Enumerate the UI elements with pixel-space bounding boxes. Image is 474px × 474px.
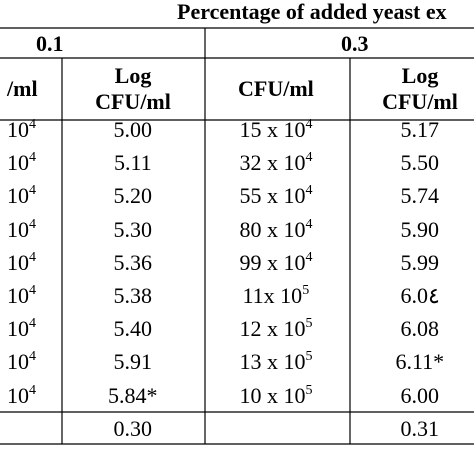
value-cell: 5.84* [108, 382, 158, 408]
cfu-base: 12 x 10 [239, 316, 306, 342]
cfu-base: 10 [7, 216, 29, 242]
cfu-base: 10 [7, 183, 29, 209]
value-cell: 5.99 [400, 249, 440, 275]
cfu-exponent: 5 [305, 382, 313, 398]
cfu-exponent: 4 [305, 216, 313, 232]
cfu-cell: 13 x 105 [240, 349, 313, 375]
value-cell: 5.00 [113, 117, 153, 142]
value-cell: 5.30 [113, 216, 153, 242]
cfu-exponent: 4 [305, 183, 313, 199]
cfu-base: 15 x 10 [239, 117, 306, 142]
value-cell: 5.38 [113, 283, 153, 308]
cfu-base: 10 [7, 382, 29, 408]
cfu-exponent: 4 [305, 249, 313, 265]
cfu-base: 10 [7, 117, 29, 142]
cfu-cell: 55 x 104 [240, 183, 313, 209]
cfu-exponent: 4 [29, 283, 36, 298]
cfu-exponent: 4 [305, 150, 313, 166]
cfu-base: 10 [7, 349, 29, 375]
value-cell: 5.11 [114, 150, 152, 176]
value-cell: 6.00 [400, 382, 440, 408]
column-header: Log CFU/ml [95, 63, 171, 114]
cfu-exponent: 4 [29, 216, 36, 232]
cfu-cell: 11x 105 [243, 283, 310, 309]
value-cell: 5.36 [113, 249, 153, 275]
cfu-base: 10 [7, 249, 29, 275]
cfu-base: 11x 10 [242, 283, 303, 308]
cfu-cell: 104 [7, 217, 36, 243]
value-cell: 5.20 [113, 183, 153, 209]
cfu-base: 10 [7, 316, 29, 342]
cfu-base: 32 x 10 [239, 150, 306, 176]
value-cell: 6.08 [400, 316, 440, 342]
cfu-exponent: 5 [305, 349, 313, 365]
column-header: CFU/ml [238, 76, 314, 101]
cfu-cell: 104 [7, 183, 36, 209]
cfu-exponent: 4 [29, 349, 36, 365]
value-cell: 5.91 [113, 349, 153, 375]
cfu-exponent: 4 [29, 150, 36, 166]
cfu-cell: 99 x 104 [240, 250, 313, 276]
cfu-exponent: 4 [29, 183, 36, 199]
title: Percentage of added yeast ex [177, 0, 447, 24]
cfu-cell: 104 [7, 316, 36, 342]
column-header: /ml [7, 76, 38, 101]
cfu-base: 10 x 10 [239, 382, 306, 408]
value-cell: 5.40 [113, 316, 153, 342]
cfu-cell: 104 [7, 150, 36, 176]
cfu-cell: 104 [7, 283, 36, 309]
group-header: 0.3 [341, 31, 369, 56]
cfu-cell: 104 [7, 250, 36, 276]
cfu-exponent: 4 [29, 316, 36, 332]
cfu-cell: 15 x 104 [240, 117, 313, 143]
cfu-exponent: 4 [29, 249, 36, 265]
cfu-cell: 104 [7, 383, 36, 409]
cfu-cell: 104 [7, 349, 36, 375]
value-cell: 5.50 [400, 150, 440, 176]
cfu-exponent: 4 [29, 382, 36, 398]
cfu-exponent: 4 [305, 117, 313, 132]
value-cell: 6.0٤ [400, 283, 440, 308]
cfu-base: 99 x 10 [239, 249, 306, 275]
group-header: 0.1 [36, 31, 64, 56]
cfu-cell: 10 x 105 [240, 383, 313, 409]
value-cell: 0.30 [113, 415, 153, 441]
cfu-base: 10 [7, 150, 29, 176]
value-cell: 5.90 [400, 216, 440, 242]
value-cell: 0.31 [400, 415, 440, 441]
cfu-cell: 12 x 105 [240, 316, 313, 342]
value-cell: 5.74 [400, 183, 440, 209]
cfu-base: 13 x 10 [239, 349, 306, 375]
cfu-base: 55 x 10 [239, 183, 306, 209]
cfu-exponent: 5 [302, 283, 310, 298]
cfu-exponent: 4 [29, 117, 36, 132]
cfu-cell: 104 [7, 117, 36, 143]
value-cell: 5.17 [400, 117, 440, 142]
column-header: Log CFU/ml [382, 63, 458, 114]
cfu-cell: 32 x 104 [240, 150, 313, 176]
cfu-exponent: 5 [305, 316, 313, 332]
cfu-cell: 80 x 104 [240, 217, 313, 243]
cfu-base: 10 [7, 283, 29, 308]
cfu-base: 80 x 10 [239, 216, 306, 242]
value-cell: 6.11* [395, 349, 445, 375]
